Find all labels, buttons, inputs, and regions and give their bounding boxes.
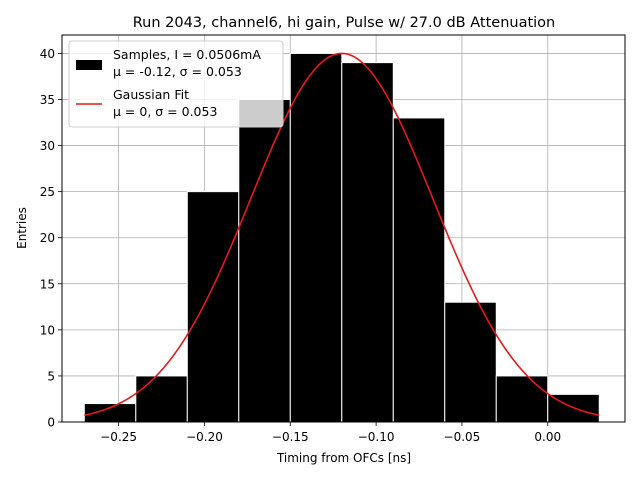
histogram-bar xyxy=(392,117,446,423)
y-tick-label: 40 xyxy=(40,47,55,61)
y-axis: 0 5 10 15 20 25 30 35 40 xyxy=(40,47,62,430)
x-axis-label: Timing from OFCs [ns] xyxy=(276,451,411,465)
histogram-bar xyxy=(289,52,343,423)
histogram-bar xyxy=(135,375,188,423)
y-tick-label: 35 xyxy=(40,93,55,107)
x-tick-label: −0.20 xyxy=(186,430,223,444)
legend: Samples, I = 0.0506mA μ = -0.12, σ = 0.0… xyxy=(68,40,284,128)
legend-label-samples: Samples, I = 0.0506mA xyxy=(113,47,261,62)
x-tick-label: −0.10 xyxy=(358,430,395,444)
chart-title: Run 2043, channel6, hi gain, Pulse w/ 27… xyxy=(133,15,556,31)
gaussian-fit-curve xyxy=(84,52,600,417)
x-tick-label: 0.00 xyxy=(534,430,561,444)
histogram-bar xyxy=(444,301,497,423)
histogram-bar xyxy=(341,62,394,423)
legend-swatch-samples xyxy=(76,60,102,70)
x-tick-label: −0.05 xyxy=(444,430,481,444)
y-axis-label: Entries xyxy=(15,207,29,249)
x-tick-label: −0.15 xyxy=(272,430,309,444)
legend-box xyxy=(68,40,284,128)
histogram-bar xyxy=(495,375,549,423)
legend-label-fit: Gaussian Fit xyxy=(113,87,189,102)
x-tick-label: −0.25 xyxy=(100,430,137,444)
y-tick-label: 15 xyxy=(40,277,55,291)
y-tick-label: 20 xyxy=(40,231,55,245)
x-axis: −0.25 −0.20 −0.15 −0.10 −0.05 0.00 xyxy=(100,422,561,444)
y-tick-label: 10 xyxy=(40,323,55,337)
legend-label-fit-stats: μ = 0, σ = 0.053 xyxy=(113,104,217,119)
y-tick-label: 25 xyxy=(40,185,55,199)
histogram-bars xyxy=(83,52,600,423)
y-tick-label: 30 xyxy=(40,139,55,153)
plot-frame xyxy=(61,34,626,423)
y-tick-label: 0 xyxy=(47,416,55,430)
histogram-bar xyxy=(186,191,240,423)
histogram-bar xyxy=(238,99,291,423)
y-tick-label: 5 xyxy=(47,369,55,383)
legend-label-samples-stats: μ = -0.12, σ = 0.053 xyxy=(113,64,242,79)
fit-curve-layer xyxy=(84,52,600,417)
